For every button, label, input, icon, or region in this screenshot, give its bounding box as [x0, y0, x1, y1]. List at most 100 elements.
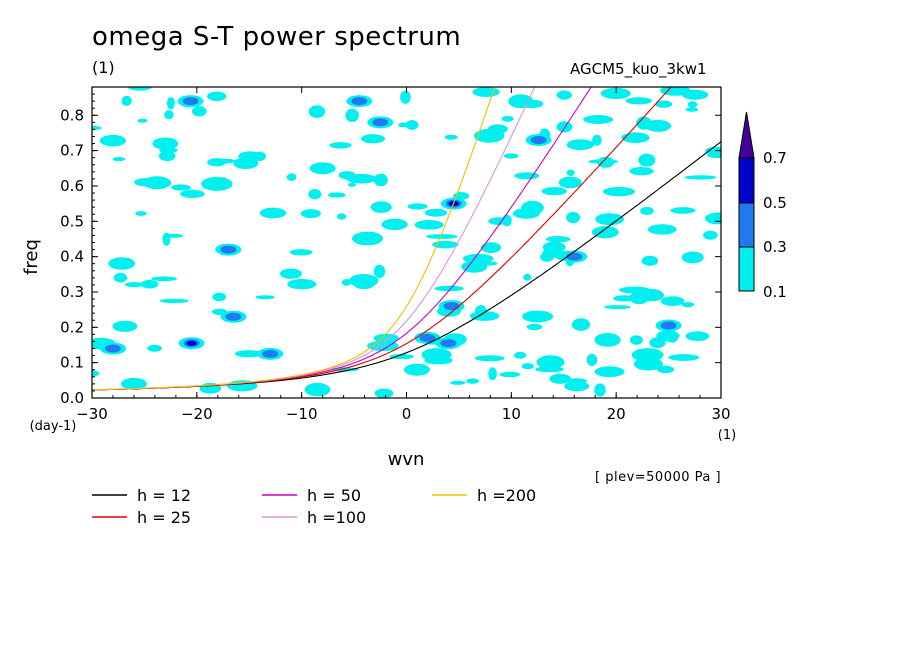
- contour-patch: [545, 236, 571, 243]
- y-tick-label: 0.6: [60, 177, 84, 195]
- contour-patch: [604, 305, 631, 310]
- contour-patch: [640, 206, 654, 215]
- contour-patch: [137, 118, 148, 123]
- contour-patch: [92, 370, 100, 377]
- contour-patch: [684, 175, 717, 180]
- contour-patch: [164, 110, 174, 120]
- y-tick-label: 0.7: [60, 142, 84, 160]
- contour-patch: [600, 87, 631, 99]
- contour-patch: [352, 231, 383, 246]
- contour-patch: [348, 182, 356, 187]
- contour-patch: [705, 146, 721, 155]
- contour-patch: [466, 378, 479, 384]
- contour-patch: [289, 249, 313, 256]
- contour-core: [225, 312, 242, 321]
- legend: h = 12 h = 25 h = 50 h =100 h =200: [92, 486, 536, 527]
- contour-patch: [514, 172, 540, 180]
- contour-patch: [414, 220, 444, 230]
- contour-patch: [112, 157, 126, 162]
- y-tick-label: 0.2: [60, 318, 84, 336]
- legend-label: h = 50: [307, 486, 361, 505]
- contour-patch: [472, 87, 500, 97]
- contour-patch: [488, 367, 497, 381]
- contour-peak: [186, 340, 197, 346]
- contour-patch: [583, 115, 614, 124]
- contour-patch: [389, 354, 414, 360]
- contour-patch: [508, 94, 534, 109]
- contour-patch: [594, 383, 606, 397]
- contour-patch: [308, 105, 326, 118]
- contour-patch: [535, 366, 564, 373]
- contour-patch: [474, 128, 505, 143]
- contour-patch: [432, 240, 459, 249]
- contour-patch: [370, 201, 392, 213]
- contour-patch: [280, 268, 302, 279]
- contour-patch: [162, 233, 183, 238]
- contour-patch: [151, 276, 177, 282]
- contour-patch: [212, 292, 227, 302]
- contour-patch: [639, 289, 664, 302]
- contour-patch: [329, 142, 352, 149]
- contour-patch: [140, 279, 159, 289]
- contour-patch: [621, 132, 650, 143]
- contour-halo: [152, 137, 179, 150]
- colorbar-label: 0.5: [763, 194, 787, 212]
- contour-core: [372, 118, 389, 127]
- x-tick-label: 20: [607, 405, 626, 423]
- contour-patch: [499, 371, 521, 378]
- contour-patch: [681, 251, 704, 264]
- contour-patch: [304, 382, 331, 397]
- contour-patch: [541, 187, 567, 196]
- contour-halo: [403, 363, 430, 376]
- contour-patch: [450, 380, 466, 385]
- contour-patch: [474, 355, 505, 362]
- contour-patch: [649, 337, 666, 349]
- contour-patch: [655, 100, 673, 108]
- x-axis-label: wvn: [388, 449, 425, 470]
- legend-label: h = 25: [137, 508, 191, 527]
- contour-patch: [566, 211, 581, 224]
- contour-patch: [158, 150, 176, 162]
- dispersion-curves: [92, 87, 721, 391]
- contour-patch: [594, 366, 625, 378]
- contour-patch: [592, 134, 602, 146]
- contour-core: [104, 344, 121, 353]
- level-label: [ plev=50000 Pa ]: [595, 470, 722, 485]
- contour-patch: [564, 381, 590, 392]
- contour-core: [262, 349, 279, 358]
- contour-core: [220, 245, 237, 254]
- contour-patch: [424, 208, 447, 217]
- contour-patch: [286, 173, 297, 181]
- legend-label: h =200: [477, 486, 536, 505]
- contour-patch: [381, 218, 408, 231]
- x-axis: −30 −20 −10 0 10 20 30: [76, 87, 731, 423]
- contour-patch: [586, 353, 598, 366]
- colorbar-label: 0.1: [763, 283, 787, 301]
- contour-patch: [159, 298, 189, 304]
- contour-patch: [308, 189, 322, 200]
- contour-patch: [681, 302, 695, 308]
- contour-patch: [336, 213, 347, 220]
- contour-patch: [373, 333, 399, 343]
- contour-patch: [488, 217, 510, 226]
- x-tick-label: 10: [502, 405, 521, 423]
- contour-patch: [571, 318, 591, 331]
- contour-patch: [345, 108, 359, 122]
- contour-core: [443, 302, 460, 311]
- contour-patch: [108, 257, 136, 270]
- contour-patch: [338, 171, 356, 180]
- contour-patch: [407, 203, 428, 210]
- colorbar-segment: [738, 157, 755, 204]
- contour-patch: [398, 122, 408, 128]
- y-axis-label: freq: [21, 239, 42, 275]
- contour-patch: [556, 90, 572, 100]
- colorbar-segment: [738, 202, 755, 248]
- contour-patch: [113, 272, 128, 283]
- contour-patch: [521, 200, 544, 215]
- contour-patch: [180, 189, 205, 198]
- contour-field: [92, 87, 721, 398]
- colorbar-arrow: [738, 111, 755, 159]
- y-tick-label: 0.5: [60, 212, 84, 230]
- contour-halo: [309, 162, 336, 175]
